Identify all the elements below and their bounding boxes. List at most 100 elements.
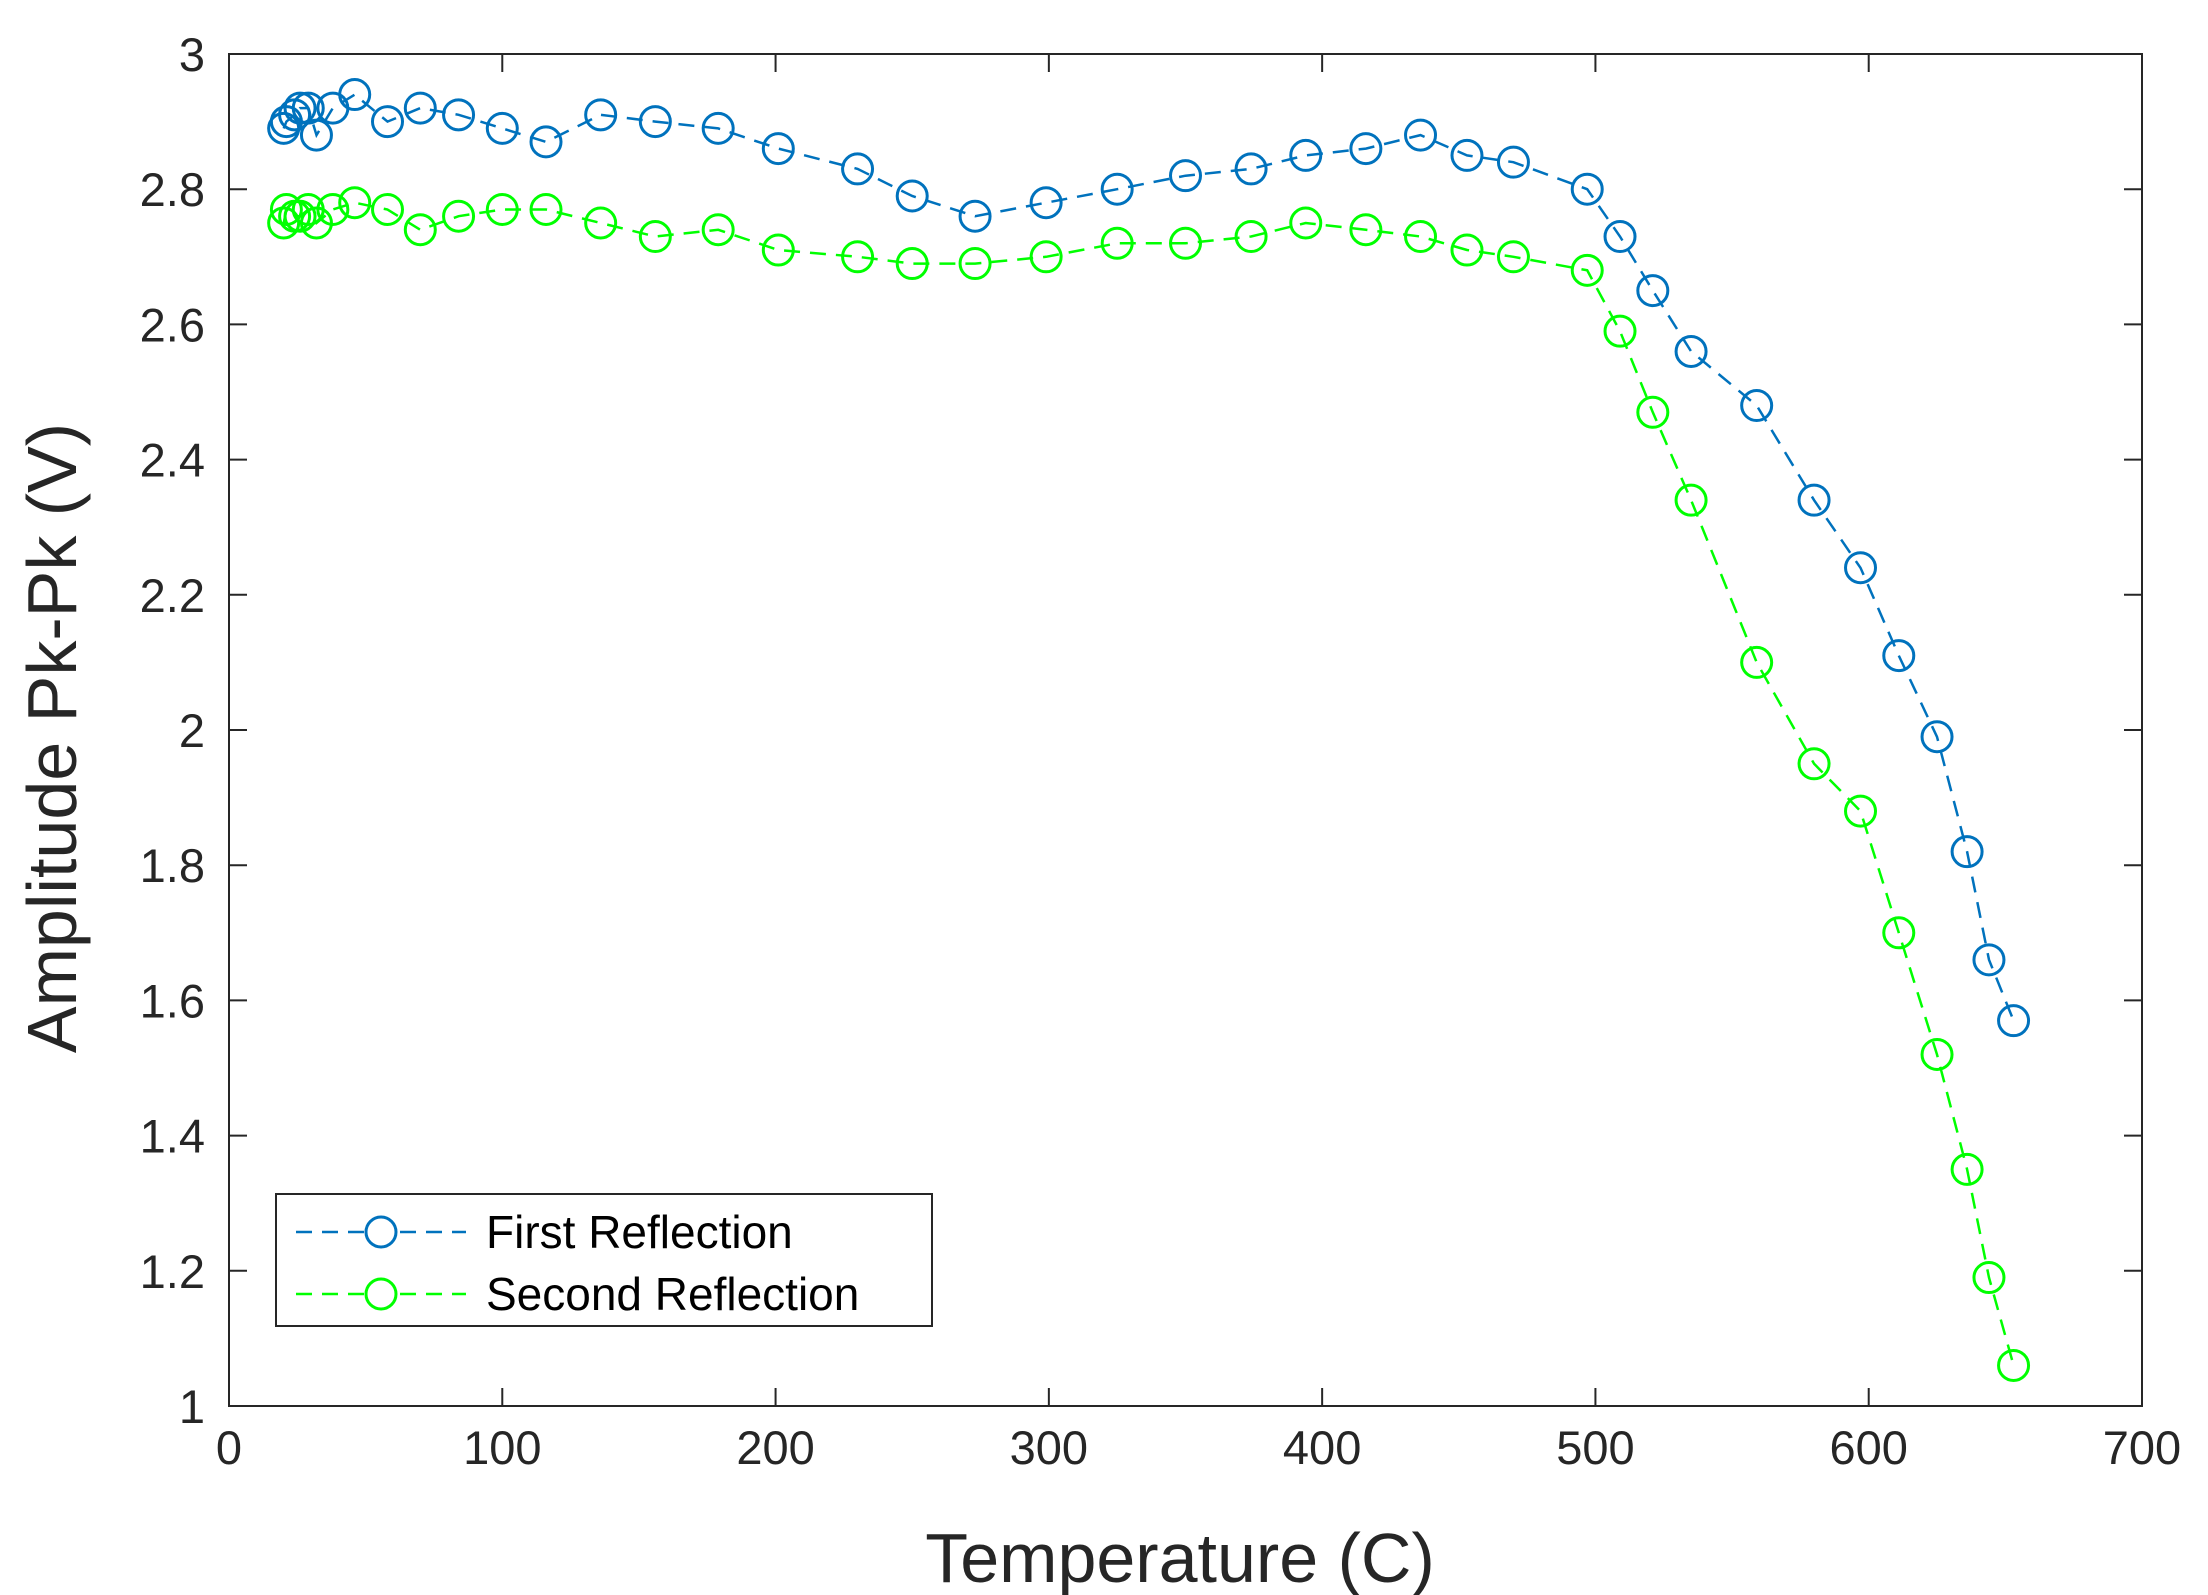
data-point xyxy=(1169,226,1202,260)
data-point xyxy=(1740,645,1774,679)
data-point xyxy=(841,152,875,186)
y-tick-label: 1.6 xyxy=(140,974,205,1027)
data-point xyxy=(529,125,563,159)
data-point xyxy=(1740,389,1774,423)
data-point xyxy=(371,192,405,226)
data-point xyxy=(1404,118,1438,152)
data-point xyxy=(485,192,519,226)
data-point xyxy=(895,247,929,281)
data-point xyxy=(761,132,795,166)
legend: First Reflection Second Reflection xyxy=(275,1193,933,1327)
data-point xyxy=(1603,220,1637,254)
data-point xyxy=(895,179,929,213)
data-point xyxy=(1603,314,1637,348)
data-point xyxy=(403,91,437,125)
data-point xyxy=(283,199,317,233)
data-point xyxy=(1496,240,1530,274)
data-point xyxy=(1674,334,1708,368)
data-point xyxy=(1169,159,1202,193)
data-point xyxy=(701,111,735,145)
data-point xyxy=(1972,1261,2006,1295)
data-point xyxy=(299,118,333,152)
data-point xyxy=(1636,395,1670,429)
data-point xyxy=(338,78,372,112)
data-point xyxy=(958,247,992,281)
x-tick-label: 300 xyxy=(1010,1421,1088,1474)
data-point xyxy=(529,192,563,226)
y-tick-label: 2.8 xyxy=(140,163,205,216)
data-point xyxy=(1349,132,1383,166)
data-point xyxy=(584,206,618,240)
x-tick-label: 600 xyxy=(1830,1421,1908,1474)
series-first-reflection xyxy=(267,78,2031,1038)
y-tick-label: 1 xyxy=(179,1380,205,1433)
data-point xyxy=(1882,639,1916,673)
legend-swatch-marker xyxy=(364,1277,398,1311)
legend-entry: First Reflection xyxy=(296,1206,793,1258)
data-point xyxy=(1797,483,1831,517)
data-point xyxy=(1234,220,1268,254)
data-point xyxy=(958,199,992,233)
legend-label: Second Reflection xyxy=(486,1268,859,1320)
data-point xyxy=(1636,274,1670,308)
data-point xyxy=(1570,172,1604,206)
data-point xyxy=(1674,483,1708,517)
legend-entry: Second Reflection xyxy=(296,1268,859,1320)
data-point xyxy=(1997,1004,2031,1038)
data-point xyxy=(1920,1037,1954,1071)
y-tick-label: 2.4 xyxy=(140,434,205,487)
data-point xyxy=(1029,240,1063,274)
data-point xyxy=(1844,551,1878,585)
data-point xyxy=(442,98,476,132)
plot-area xyxy=(267,78,2031,1382)
data-point xyxy=(316,192,350,226)
data-point xyxy=(1289,206,1323,240)
data-point xyxy=(1289,138,1323,172)
y-tick-label: 1.8 xyxy=(140,839,205,892)
data-point xyxy=(1950,835,1984,869)
data-point xyxy=(1404,220,1438,254)
data-point xyxy=(1570,253,1604,287)
x-tick-label: 500 xyxy=(1556,1421,1634,1474)
x-tick-label: 200 xyxy=(736,1421,814,1474)
data-point xyxy=(841,240,875,274)
y-tick-label: 2 xyxy=(179,704,205,757)
data-point xyxy=(1920,720,1954,754)
y-tick-label: 2.6 xyxy=(140,298,205,351)
axes: 0 100 200 300 400 500 600 700 1 1.2 1.4 1.6 1.8 2 2.2 2… xyxy=(140,28,2182,1474)
data-point xyxy=(761,233,795,267)
legend-label: First Reflection xyxy=(486,1206,793,1258)
data-point xyxy=(442,199,476,233)
x-tick-label: 0 xyxy=(216,1421,242,1474)
series-second-reflection xyxy=(267,186,2031,1382)
data-point xyxy=(1882,916,1916,950)
data-point xyxy=(1100,226,1134,260)
data-point xyxy=(485,111,519,145)
x-tick-label: 700 xyxy=(2103,1421,2181,1474)
y-axis-title: Amplitude Pk-Pk (V) xyxy=(13,423,91,1053)
data-point xyxy=(1997,1348,2031,1382)
x-axis-title: Temperature (C) xyxy=(925,1519,1435,1595)
data-point xyxy=(403,213,437,247)
data-point xyxy=(1972,943,2006,977)
data-point xyxy=(338,186,372,220)
y-tick-label: 1.4 xyxy=(140,1110,205,1163)
data-point xyxy=(584,98,618,132)
x-tick-label: 100 xyxy=(463,1421,541,1474)
data-point xyxy=(1100,172,1134,206)
data-point xyxy=(1797,747,1831,781)
data-point xyxy=(283,91,317,125)
data-point xyxy=(1844,794,1878,828)
data-point xyxy=(1349,213,1383,247)
data-point xyxy=(1029,186,1063,220)
y-tick-label: 3 xyxy=(179,28,205,81)
x-tick-label: 400 xyxy=(1283,1421,1361,1474)
data-point xyxy=(638,105,672,139)
data-point xyxy=(1496,145,1530,179)
legend-swatch-marker xyxy=(364,1215,398,1249)
data-point xyxy=(638,220,672,254)
data-point xyxy=(1450,233,1484,267)
data-point xyxy=(1234,152,1268,186)
